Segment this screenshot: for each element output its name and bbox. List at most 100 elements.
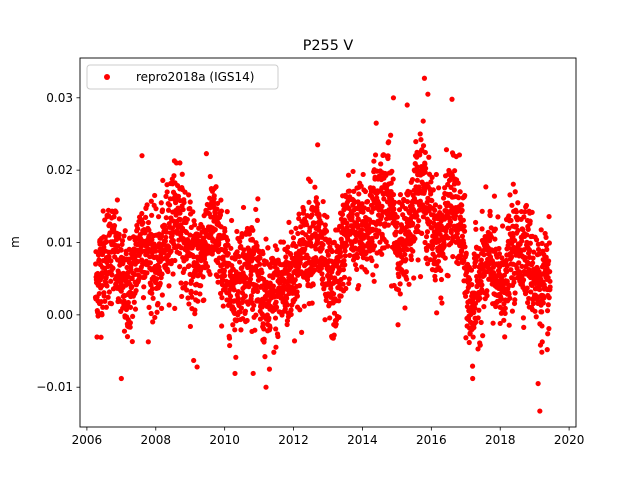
data-point [369, 257, 375, 264]
data-point [507, 295, 513, 301]
data-point [442, 255, 448, 261]
data-point [537, 286, 543, 293]
data-point [468, 267, 475, 273]
data-point [487, 208, 493, 214]
data-point [447, 219, 454, 225]
data-point-outlier [535, 380, 541, 387]
data-point [535, 246, 542, 253]
data-point [423, 165, 429, 171]
data-point [429, 198, 435, 204]
data-point [192, 222, 198, 228]
data-point [454, 230, 460, 237]
data-point [258, 283, 265, 289]
data-point [320, 276, 326, 282]
data-point [255, 196, 261, 202]
data-point [408, 256, 415, 263]
data-point [127, 320, 133, 326]
data-point [110, 265, 116, 271]
data-point [288, 264, 294, 270]
data-point [457, 189, 463, 195]
data-point [525, 300, 531, 306]
data-point [343, 285, 349, 292]
data-point [539, 240, 545, 247]
data-point [282, 306, 288, 312]
data-point [428, 179, 434, 185]
data-point [546, 240, 552, 246]
data-point [493, 303, 499, 310]
data-point [546, 326, 552, 332]
data-point [364, 269, 370, 275]
data-point [455, 180, 461, 186]
data-point [224, 237, 231, 243]
x-tick-label: 2016 [416, 433, 447, 447]
data-point [346, 276, 352, 282]
data-point [435, 258, 442, 264]
data-point [121, 233, 127, 239]
data-point [145, 339, 151, 345]
data-point [508, 267, 514, 273]
data-point [507, 192, 513, 198]
data-point [166, 202, 173, 208]
data-point [460, 217, 466, 223]
data-point [410, 220, 416, 226]
data-point [93, 261, 99, 267]
data-point [547, 284, 553, 290]
data-point [189, 294, 195, 300]
data-point [102, 234, 108, 241]
data-point [397, 192, 404, 198]
data-point [214, 206, 220, 212]
data-point [544, 246, 550, 253]
data-point [154, 276, 160, 282]
data-point [336, 268, 343, 274]
data-point [450, 253, 456, 260]
data-point [415, 223, 421, 229]
data-point [275, 268, 281, 275]
data-point [476, 246, 482, 252]
data-point [183, 280, 189, 286]
data-point [135, 226, 141, 232]
data-point [338, 293, 344, 299]
data-point [339, 211, 346, 218]
data-point [198, 283, 204, 289]
data-point [481, 272, 487, 278]
data-point [253, 312, 259, 318]
data-point [248, 293, 254, 299]
data-point [152, 192, 158, 199]
data-point [372, 152, 379, 158]
data-point [266, 315, 272, 321]
data-point [315, 201, 321, 207]
data-point [288, 307, 294, 313]
data-point [515, 200, 521, 206]
data-point [121, 298, 127, 304]
data-point [159, 271, 165, 277]
data-point [544, 347, 550, 353]
data-point [530, 260, 536, 266]
data-point [473, 319, 479, 325]
data-point [497, 320, 503, 327]
data-point-outlier [118, 375, 124, 382]
data-point [420, 214, 426, 220]
data-point [187, 199, 193, 205]
data-point [539, 323, 545, 329]
data-point [111, 223, 118, 229]
y-tick-label: 0.03 [46, 91, 73, 105]
series-repro2018a-points [92, 75, 553, 414]
data-point [273, 344, 279, 350]
data-point [163, 193, 169, 199]
data-point [340, 267, 347, 273]
data-point [254, 243, 260, 249]
data-point [391, 199, 398, 205]
data-point [342, 253, 348, 259]
data-point [506, 213, 512, 219]
data-point [312, 184, 318, 190]
data-point [342, 262, 348, 268]
data-point [162, 223, 168, 229]
data-point [220, 303, 226, 309]
data-point [530, 255, 536, 261]
data-point [415, 257, 421, 263]
data-point [261, 336, 267, 342]
data-point [228, 245, 234, 251]
data-point [221, 268, 227, 274]
data-point [127, 235, 133, 241]
